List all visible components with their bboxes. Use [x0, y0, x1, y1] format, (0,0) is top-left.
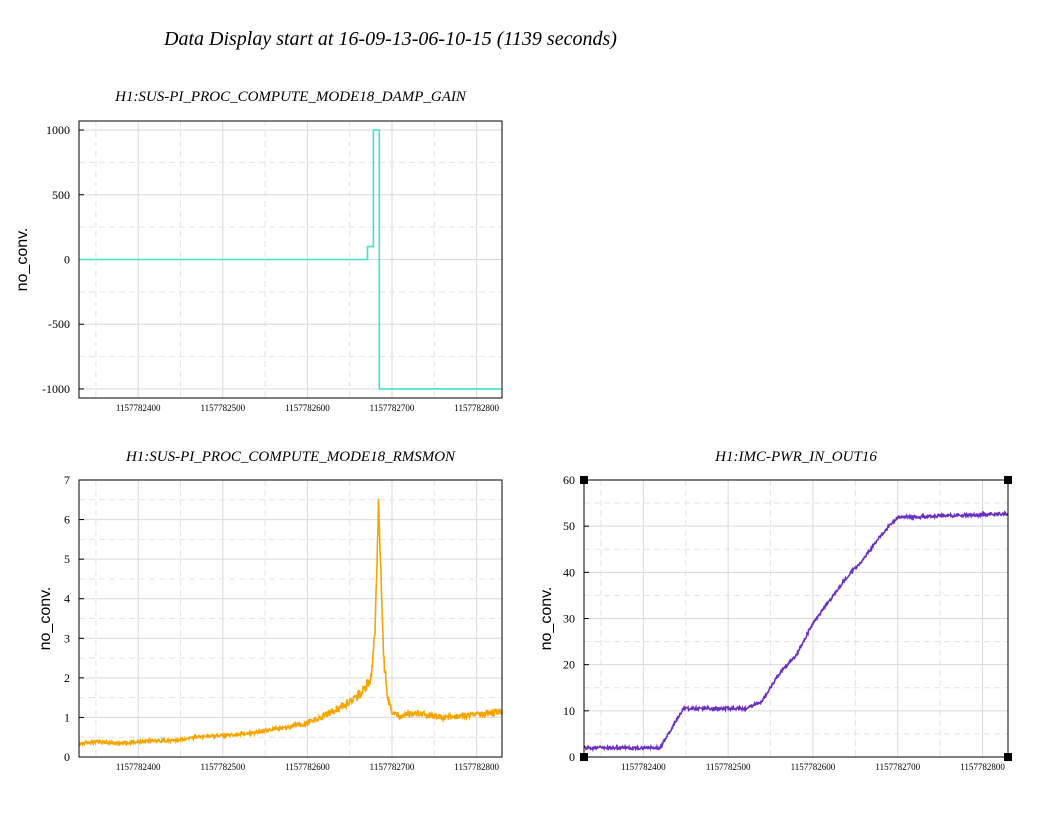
x-tick-label: 1157782400 [116, 403, 161, 413]
x-tick-label: 1157782600 [285, 403, 330, 413]
y-tick-label: 4 [64, 592, 70, 606]
selection-handle [1004, 753, 1012, 761]
y-tick-label: 20 [563, 658, 575, 672]
y-tick-label: 7 [64, 473, 70, 487]
x-tick-label: 1157782400 [621, 762, 666, 772]
data-series-line [79, 498, 502, 748]
plot-frame [78, 479, 503, 758]
y-tick-label: 50 [563, 519, 575, 533]
selection-handle [580, 476, 588, 484]
y-tick-label: 60 [563, 473, 575, 487]
y-tick-label: 0 [64, 750, 70, 764]
data-series-line [79, 129, 502, 390]
x-tick-label: 1157782700 [875, 762, 920, 772]
y-tick-label: -1000 [42, 382, 70, 396]
data-series-line [584, 510, 1008, 753]
plot-frame [583, 479, 1009, 758]
y-tick-label: 40 [563, 565, 575, 579]
x-tick-label: 1157782500 [200, 762, 245, 772]
y-tick-label: 1 [64, 710, 70, 724]
y-axis-label: no_conv. [14, 228, 31, 292]
y-tick-label: 1000 [46, 123, 70, 137]
x-tick-label: 1157782500 [200, 403, 245, 413]
plot-frame [78, 120, 503, 399]
selection-handle [580, 753, 588, 761]
y-tick-label: 6 [64, 513, 70, 527]
x-tick-label: 1157782600 [791, 762, 836, 772]
x-tick-label: 1157782400 [116, 762, 161, 772]
page-title: Data Display start at 16-09-13-06-10-15 … [164, 28, 617, 50]
chart-title: H1:SUS-PI_PROC_COMPUTE_MODE18_RMSMON [125, 449, 456, 465]
y-tick-label: 500 [52, 188, 70, 202]
x-tick-label: 1157782700 [370, 762, 415, 772]
y-tick-label: 2 [64, 671, 70, 685]
y-tick-label: 10 [563, 704, 575, 718]
y-tick-label: 3 [64, 631, 70, 645]
y-tick-label: 0 [569, 750, 575, 764]
chart-title: H1:SUS-PI_PROC_COMPUTE_MODE18_DAMP_GAIN [114, 89, 467, 105]
y-axis-label: no_conv. [538, 587, 555, 651]
x-tick-label: 1157782800 [454, 762, 499, 772]
y-tick-label: 5 [64, 552, 70, 566]
y-tick-label: -500 [48, 317, 70, 331]
x-tick-label: 1157782500 [706, 762, 751, 772]
y-tick-label: 30 [563, 612, 575, 626]
x-tick-label: 1157782600 [285, 762, 330, 772]
chart-title: H1:IMC-PWR_IN_OUT16 [714, 449, 877, 465]
x-tick-label: 1157782800 [454, 403, 499, 413]
x-tick-label: 1157782800 [960, 762, 1005, 772]
x-tick-label: 1157782700 [370, 403, 415, 413]
y-axis-label: no_conv. [37, 587, 54, 651]
y-tick-label: 0 [64, 253, 70, 267]
selection-handle [1004, 476, 1012, 484]
